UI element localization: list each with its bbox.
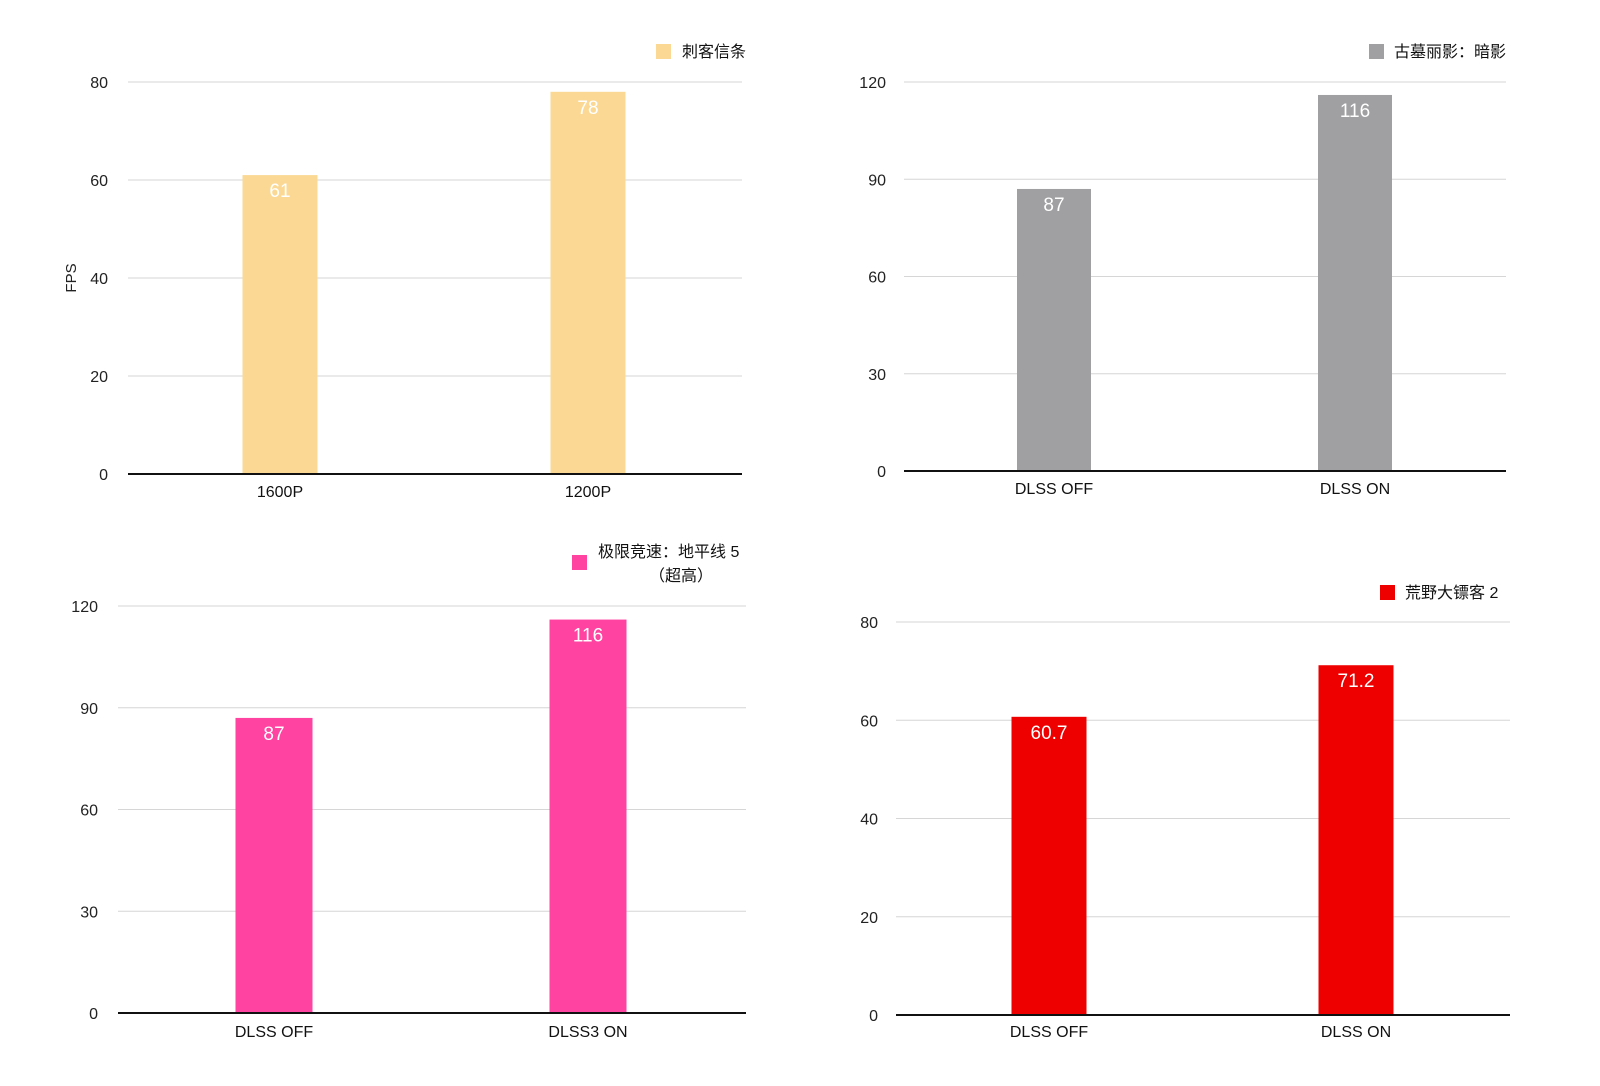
chart-3-y-tick-0: 0	[89, 1006, 98, 1023]
chart-2-legend-swatch	[1369, 44, 1384, 59]
chart-4-y-tick-2: 40	[860, 812, 878, 829]
chart-2-legend-label: 古墓丽影：暗影	[1394, 43, 1506, 61]
chart-1-category-label-0: 1600P	[257, 484, 303, 501]
chart-3-data-label-0: 87	[263, 724, 284, 745]
chart-2-y-tick-2: 60	[868, 270, 886, 287]
chart-1-y-tick-1: 20	[90, 369, 108, 386]
chart-3-legend: 极限竞速：地平线 5 （超高）	[572, 543, 739, 585]
chart-1-bar-0	[242, 175, 318, 474]
chart-1-y-tick-4: 80	[90, 75, 108, 92]
chart-1-y-tick-3: 60	[90, 173, 108, 190]
chart-3-data-label-1: 116	[573, 626, 603, 647]
chart-4: 0 20 40 60 80 60.7 71.2 DLSS OFF DLSS ON 荒野大镖客 2	[860, 584, 1510, 1041]
chart-1-y-tick-0: 0	[99, 467, 108, 484]
chart-3-y-tick-1: 30	[80, 904, 98, 921]
chart-3-bar-1	[549, 619, 627, 1013]
chart-4-y-tick-0: 0	[869, 1008, 878, 1025]
chart-3: 0 30 60 90 120 87 116 DLSS OFF DLSS3 ON 极限竞速：地平线…	[71, 543, 746, 1041]
chart-2-data-label-1: 116	[1340, 101, 1370, 122]
chart-3-category-label-1: DLSS3 ON	[548, 1024, 627, 1041]
chart-1-legend-label: 刺客信条	[682, 43, 746, 61]
chart-3-y-tick-3: 90	[80, 701, 98, 718]
chart-2-legend: 古墓丽影：暗影	[1369, 43, 1506, 61]
chart-4-bar-0	[1011, 716, 1087, 1015]
chart-1: 0 20 40 60 80 61 78 1600P 1200P 刺客信条 FPS	[63, 43, 746, 501]
chart-4-y-tick-3: 60	[860, 713, 878, 730]
chart-2-y-tick-4: 120	[859, 75, 886, 92]
chart-4-legend-label: 荒野大镖客 2	[1405, 584, 1498, 602]
chart-1-category-label-1: 1200P	[565, 484, 611, 501]
chart-2: 0 30 60 90 120 87 116 DLSS OFF DLSS ON 古墓丽影：暗影	[859, 43, 1506, 498]
chart-4-bar-1	[1318, 665, 1394, 1015]
chart-3-y-tick-2: 60	[80, 803, 98, 820]
chart-4-category-label-1: DLSS ON	[1321, 1024, 1391, 1041]
chart-2-y-tick-3: 90	[868, 172, 886, 189]
chart-2-bar-1	[1318, 94, 1392, 471]
chart-2-category-label-1: DLSS ON	[1320, 481, 1390, 498]
chart-1-data-label-1: 78	[577, 98, 598, 119]
chart-2-data-label-0: 87	[1043, 195, 1064, 216]
chart-4-legend-swatch	[1380, 585, 1395, 600]
chart-4-y-tick-1: 20	[860, 910, 878, 927]
chart-2-y-tick-0: 0	[877, 464, 886, 481]
chart-1-legend: 刺客信条	[656, 43, 746, 61]
chart-4-data-label-1: 71.2	[1338, 671, 1375, 692]
chart-3-legend-swatch	[572, 555, 587, 570]
chart-4-y-tick-4: 80	[860, 615, 878, 632]
chart-1-legend-swatch	[656, 44, 671, 59]
chart-2-bar-0	[1017, 188, 1091, 471]
chart-3-bar-0	[235, 717, 313, 1013]
chart-4-category-label-0: DLSS OFF	[1010, 1024, 1088, 1041]
chart-2-y-tick-1: 30	[868, 367, 886, 384]
chart-3-y-tick-4: 120	[71, 599, 98, 616]
chart-1-y-axis-label: FPS	[63, 263, 80, 292]
chart-1-data-label-0: 61	[269, 181, 290, 202]
chart-1-bar-1	[550, 91, 626, 475]
chart-3-category-label-0: DLSS OFF	[235, 1024, 313, 1041]
chart-4-legend: 荒野大镖客 2	[1380, 584, 1498, 602]
chart-3-legend-label-line2: （超高）	[649, 567, 713, 585]
chart-2-category-label-0: DLSS OFF	[1015, 481, 1093, 498]
chart-1-y-tick-2: 40	[90, 271, 108, 288]
chart-3-legend-label: 极限竞速：地平线 5	[598, 543, 739, 561]
chart-4-data-label-0: 60.7	[1031, 723, 1068, 744]
